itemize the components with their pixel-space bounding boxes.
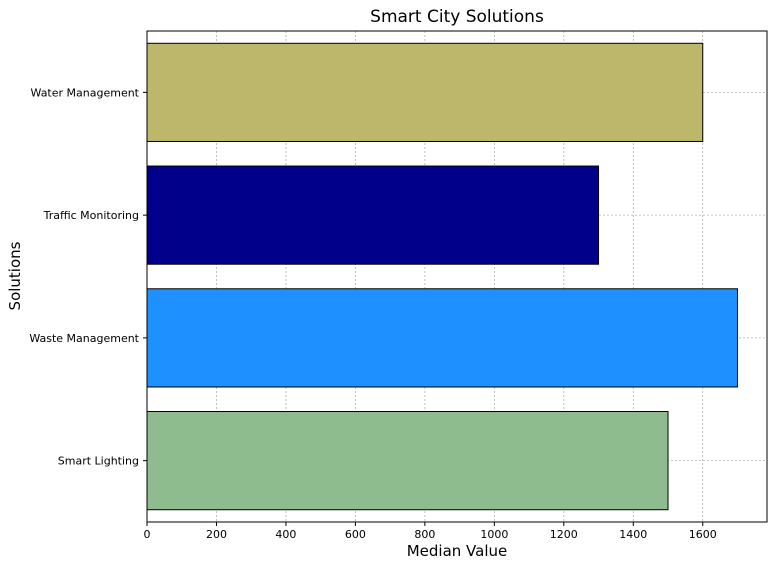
x-tick-label: 0 — [144, 528, 151, 541]
x-tick-label: 600 — [345, 528, 366, 541]
y-tick-label: Traffic Monitoring — [43, 209, 139, 222]
y-tick-label: Smart Lighting — [58, 455, 139, 468]
y-ticks: Smart Lighting Waste Management Traffic Mo… — [29, 86, 147, 468]
y-axis-label: Solutions — [6, 241, 24, 310]
y-tick-label: Water Management — [31, 86, 140, 99]
bar-waste-management — [146, 288, 738, 388]
x-tick-label: 1200 — [550, 528, 578, 541]
y-tick-label: Waste Management — [29, 332, 139, 345]
plot-frame — [146, 30, 768, 523]
bars — [146, 42, 738, 511]
x-tick-label: 800 — [414, 528, 435, 541]
x-ticks: 0 200 400 600 800 1000 1200 1400 1600 — [144, 522, 717, 541]
bar-smart-lighting — [146, 411, 669, 511]
x-tick-label: 200 — [206, 528, 227, 541]
bar-traffic-monitoring — [146, 165, 600, 265]
x-tick-label: 1600 — [689, 528, 717, 541]
x-tick-label: 1000 — [480, 528, 508, 541]
x-tick-label: 1400 — [619, 528, 647, 541]
bar-water-management — [146, 42, 704, 142]
chart-title: Smart City Solutions — [370, 7, 544, 27]
x-axis-label: Median Value — [407, 542, 508, 560]
x-tick-label: 400 — [275, 528, 296, 541]
